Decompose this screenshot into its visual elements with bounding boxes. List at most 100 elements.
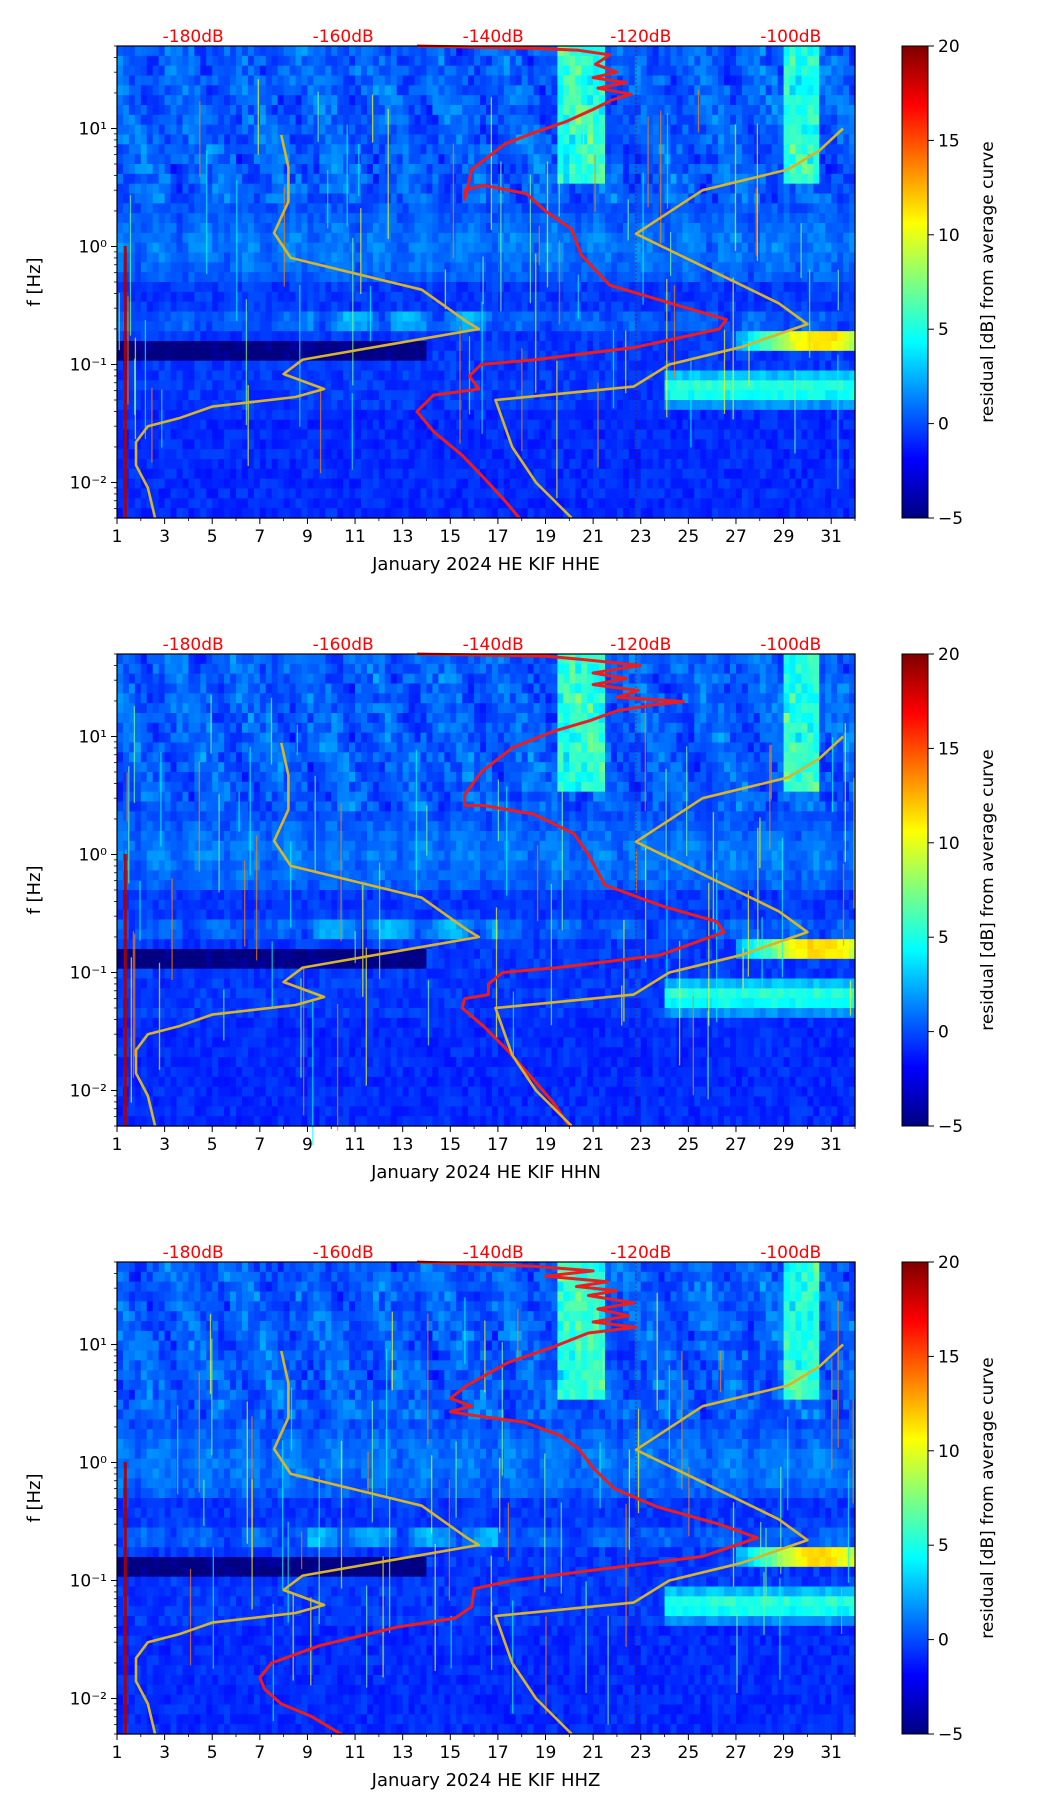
y-tick-label: 10⁻¹ xyxy=(70,355,107,375)
x-tick-label: 29 xyxy=(773,1135,795,1155)
x-tick-label: 13 xyxy=(392,1135,414,1155)
colorbar-tick-label: 10 xyxy=(938,1442,960,1462)
db-scale-label: -140dB xyxy=(463,27,524,47)
db-scale-label: -120dB xyxy=(610,1243,671,1263)
colorbar-tick-label: 5 xyxy=(938,928,949,948)
x-tick-label: 19 xyxy=(535,1135,557,1155)
x-tick-label: 7 xyxy=(254,527,265,547)
y-tick-label: 10¹ xyxy=(79,1335,107,1355)
x-tick-label: 3 xyxy=(159,527,170,547)
x-tick-label: 31 xyxy=(820,1743,842,1763)
x-axis-label: January 2024 HE KIF HHZ xyxy=(371,1770,601,1791)
y-tick-label: 10⁻² xyxy=(70,473,107,493)
x-tick-label: 17 xyxy=(487,1135,509,1155)
y-tick-label: 10¹ xyxy=(79,727,107,747)
x-tick-label: 25 xyxy=(678,527,700,547)
x-tick-label: 25 xyxy=(678,1743,700,1763)
x-tick-label: 21 xyxy=(582,527,604,547)
x-tick-label: 31 xyxy=(820,527,842,547)
x-tick-label: 25 xyxy=(678,1135,700,1155)
y-tick-label: 10⁻² xyxy=(70,1081,107,1101)
x-tick-label: 29 xyxy=(773,527,795,547)
x-axis-label: January 2024 HE KIF HHE xyxy=(371,554,600,575)
x-tick-label: 27 xyxy=(725,1135,747,1155)
db-scale-label: -100dB xyxy=(760,1243,821,1263)
colorbar-label: residual [dB] from average curve xyxy=(978,141,998,422)
db-scale-label: -120dB xyxy=(610,27,671,47)
db-scale-label: -180dB xyxy=(163,27,224,47)
colorbar-tick-label: −5 xyxy=(938,1117,963,1137)
colorbar-label: residual [dB] from average curve xyxy=(978,1357,998,1638)
y-tick-label: 10⁻² xyxy=(70,1689,107,1709)
colorbar-tick-label: 10 xyxy=(938,834,960,854)
x-tick-label: 19 xyxy=(535,1743,557,1763)
x-tick-label: 27 xyxy=(725,1743,747,1763)
colorbar-tick-label: −5 xyxy=(938,1725,963,1745)
x-tick-label: 21 xyxy=(582,1135,604,1155)
db-scale-label: -140dB xyxy=(463,635,524,655)
y-tick-label: 10⁻¹ xyxy=(70,963,107,983)
x-tick-label: 5 xyxy=(207,1135,218,1155)
spectrogram-image xyxy=(117,654,856,1145)
colorbar-tick-label: 20 xyxy=(938,37,960,57)
y-tick-label: 10⁰ xyxy=(79,845,108,865)
x-tick-label: 13 xyxy=(392,1743,414,1763)
colorbar-scale xyxy=(902,1262,928,1734)
x-tick-label: 15 xyxy=(439,1135,461,1155)
x-tick-label: 15 xyxy=(439,527,461,547)
db-scale-label: -160dB xyxy=(313,1243,374,1263)
db-scale-label: -140dB xyxy=(463,1243,524,1263)
x-tick-label: 11 xyxy=(344,1135,366,1155)
y-tick-label: 10⁻¹ xyxy=(70,1571,107,1591)
x-tick-label: 11 xyxy=(344,527,366,547)
colorbar: −5 0 5 10 15 20 residual [dB] from average cur… xyxy=(902,645,998,1137)
colorbar-tick-label: 15 xyxy=(938,1347,960,1367)
x-tick-label: 1 xyxy=(112,527,123,547)
colorbar-tick-label: 20 xyxy=(938,645,960,665)
x-tick-label: 17 xyxy=(487,527,509,547)
colorbar-tick-label: 20 xyxy=(938,1253,960,1273)
colorbar-scale xyxy=(902,654,928,1126)
colorbar-tick-label: 0 xyxy=(938,1631,949,1651)
x-tick-label: 29 xyxy=(773,1743,795,1763)
colorbar-tick-label: 0 xyxy=(938,1023,949,1043)
x-tick-label: 7 xyxy=(254,1135,265,1155)
x-tick-label: 13 xyxy=(392,527,414,547)
x-tick-label: 1 xyxy=(112,1743,123,1763)
x-tick-label: 5 xyxy=(207,1743,218,1763)
db-scale-label: -100dB xyxy=(760,27,821,47)
colorbar-tick-label: 10 xyxy=(938,226,960,246)
db-scale-label: -160dB xyxy=(313,635,374,655)
db-scale-label: -100dB xyxy=(760,635,821,655)
x-tick-label: 9 xyxy=(302,1135,313,1155)
x-tick-label: 15 xyxy=(439,1743,461,1763)
y-axis-label: f [Hz] xyxy=(24,1473,45,1522)
x-tick-label: 11 xyxy=(344,1743,366,1763)
db-scale-label: -180dB xyxy=(163,635,224,655)
x-tick-label: 23 xyxy=(630,1135,652,1155)
colorbar-tick-label: 15 xyxy=(938,739,960,759)
colorbar-scale xyxy=(902,46,928,518)
x-tick-label: 9 xyxy=(302,527,313,547)
x-tick-label: 3 xyxy=(159,1135,170,1155)
colorbar-label: residual [dB] from average curve xyxy=(978,749,998,1030)
y-tick-label: 10⁰ xyxy=(79,237,108,257)
colorbar-tick-label: −5 xyxy=(938,509,963,529)
colorbar-tick-label: 0 xyxy=(938,415,949,435)
x-tick-label: 17 xyxy=(487,1743,509,1763)
x-tick-label: 1 xyxy=(112,1135,123,1155)
x-tick-label: 7 xyxy=(254,1743,265,1763)
x-tick-label: 31 xyxy=(820,1135,842,1155)
y-tick-label: 10¹ xyxy=(79,119,107,139)
x-tick-label: 23 xyxy=(630,1743,652,1763)
x-tick-label: 21 xyxy=(582,1743,604,1763)
db-scale-label: -180dB xyxy=(163,1243,224,1263)
x-tick-label: 5 xyxy=(207,527,218,547)
x-axis-label: January 2024 HE KIF HHN xyxy=(370,1162,601,1183)
